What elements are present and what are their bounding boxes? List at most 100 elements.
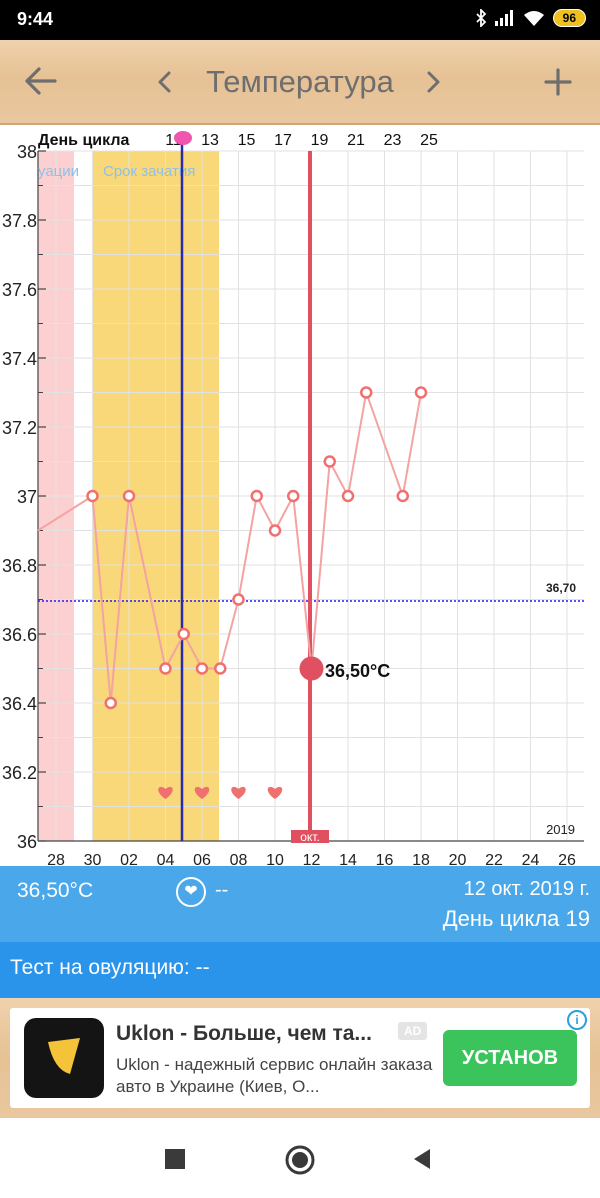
back-arrow-icon[interactable]: [24, 66, 58, 96]
series-line: [37, 388, 422, 704]
data-point: [177, 627, 190, 641]
x-tick-label: 22: [485, 852, 503, 866]
ovulation-test-text: Тест на овуляцию: --: [10, 956, 210, 979]
ovulation-marker: [174, 131, 192, 145]
y-tick-label: 37.4: [2, 349, 37, 369]
info-panel: 36,50°C ❤ -- 12 окт. 2019 г. День цикла …: [0, 866, 600, 942]
data-point: [341, 489, 355, 503]
y-tick-label: 36.4: [2, 694, 37, 714]
data-point: [214, 662, 227, 675]
data-point: [396, 489, 409, 503]
x-tick-label: 30: [84, 852, 102, 866]
wifi-icon: [523, 11, 544, 26]
cycle-day-text: День цикла 19: [442, 906, 590, 931]
heart-icon[interactable]: ❤: [176, 877, 206, 907]
app-bar: Температура: [0, 40, 600, 125]
chart-svg[interactable]: 38 37.8 37.6 37.4 37.2 37 36.8 36.6 36.4 36.2 36 2…: [0, 125, 600, 866]
x-tick-label: 28: [47, 852, 65, 866]
data-point: [360, 386, 373, 399]
heart-value: --: [215, 879, 229, 901]
uklon-logo-icon: [24, 1018, 104, 1098]
data-point: [195, 662, 209, 675]
temperature-chart[interactable]: 38 37.8 37.6 37.4 37.2 37 36.8 36.6 36.4 36.2 36 2…: [0, 125, 600, 866]
selected-temp-label: 36,50°C: [325, 661, 390, 681]
y-tick-label: 36.8: [2, 556, 37, 576]
cycle-label: День цикла: [38, 132, 129, 149]
selected-data-point: [299, 656, 324, 681]
x-tick-label: 14: [339, 852, 357, 866]
ovulation-band-label: уации: [38, 163, 79, 180]
cycle-day-label: 23: [384, 132, 402, 149]
heart-icon: [231, 786, 246, 799]
data-point: [287, 489, 300, 503]
heart-icon: [158, 786, 173, 799]
y-tick-label: 37: [17, 487, 37, 507]
conception-band-label: Срок зачатия: [103, 163, 195, 180]
data-point: [268, 524, 282, 537]
x-tick-label: 10: [266, 852, 284, 866]
month-marker: окт.: [300, 830, 320, 844]
x-tick-label: 02: [120, 852, 138, 866]
data-point: [159, 662, 172, 675]
y-tick-label: 37.2: [2, 418, 37, 438]
cycle-day-label: 21: [347, 132, 365, 149]
install-button[interactable]: УСТАНОВ: [443, 1030, 577, 1086]
data-point: [86, 489, 99, 503]
cycle-day-label: 25: [420, 132, 438, 149]
x-tick-label: 26: [558, 852, 576, 866]
x-tick-label: 06: [193, 852, 211, 866]
y-tick-label: 38: [17, 142, 37, 162]
data-point: [232, 593, 245, 606]
y-tick-label: 37.8: [2, 211, 37, 231]
temperature-value: 36,50°C: [17, 879, 94, 902]
cycle-day-label: 19: [311, 132, 329, 149]
x-tick-label: 08: [230, 852, 248, 866]
ad-title: Uklon - Больше, чем та...: [116, 1022, 372, 1045]
temperature-series[interactable]: [37, 386, 428, 710]
ad-badge: AD: [398, 1022, 428, 1040]
y-tick-label: 37.6: [2, 280, 37, 300]
x-tick-label: 20: [449, 852, 467, 866]
data-point: [104, 696, 117, 710]
y-tick-label: 36: [17, 832, 37, 852]
x-tick-label: 24: [522, 852, 540, 866]
status-time: 9:44: [17, 9, 54, 29]
page-title: Температура: [206, 64, 394, 99]
year-label: 2019: [546, 822, 575, 837]
y-tick-label: 36.2: [2, 763, 37, 783]
signal-icon: [494, 10, 513, 26]
ad-card[interactable]: Uklon - Больше, чем та... AD Uklon - над…: [10, 1008, 590, 1108]
recents-square-icon[interactable]: [165, 1149, 185, 1169]
status-bar: 9:44 96: [0, 0, 600, 40]
hearts: [158, 786, 283, 799]
x-ticks: 28 30 02 04 06 08 10 12 14 16 18 20 22 24 26: [47, 852, 576, 866]
home-circle-icon[interactable]: [284, 1144, 316, 1176]
status-icons: 96: [475, 9, 586, 27]
chevron-right-icon[interactable]: [424, 70, 442, 94]
chevron-left-icon[interactable]: [156, 70, 174, 94]
cycle-day-label: 17: [274, 132, 292, 149]
ovulation-test-panel[interactable]: Тест на овуляцию: --: [0, 942, 600, 998]
plus-icon[interactable]: [543, 67, 573, 97]
system-nav-bar: [0, 1118, 600, 1198]
x-tick-label: 04: [157, 852, 175, 866]
cycle-day-label: 13: [201, 132, 219, 149]
y-tick-label: 36.6: [2, 625, 37, 645]
ad-info-icon[interactable]: i: [567, 1010, 587, 1030]
date-text: 12 окт. 2019 г.: [463, 878, 590, 900]
ad-area: Uklon - Больше, чем та... AD Uklon - над…: [0, 998, 600, 1118]
heart-icon: [267, 786, 283, 799]
x-tick-label: 12: [303, 852, 321, 866]
heart-icon: [194, 786, 210, 799]
data-point: [323, 455, 336, 468]
cycle-day-label: 15: [238, 132, 256, 149]
battery-icon: 96: [552, 9, 586, 27]
data-point: [122, 489, 136, 503]
data-point: [414, 386, 428, 399]
x-tick-label: 16: [376, 852, 394, 866]
month-marker-bg: [291, 830, 329, 843]
cycle-days: 11 13 15 17 19 21 23 25: [165, 132, 438, 149]
bluetooth-icon: [476, 9, 486, 27]
data-point: [250, 489, 263, 503]
back-triangle-icon[interactable]: [412, 1148, 432, 1170]
